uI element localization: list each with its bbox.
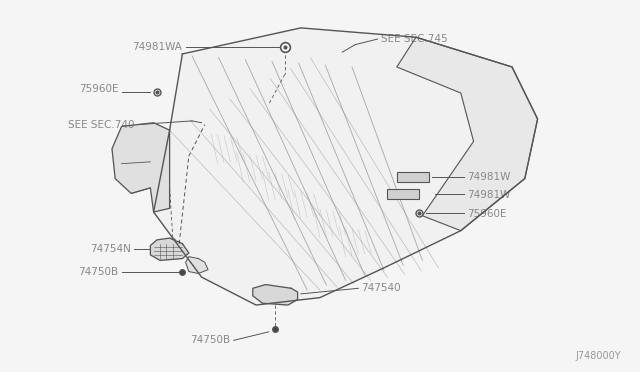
Polygon shape xyxy=(112,123,170,212)
Polygon shape xyxy=(186,257,208,273)
Polygon shape xyxy=(150,238,189,260)
Text: 75960E: 75960E xyxy=(467,209,507,219)
Polygon shape xyxy=(154,28,538,305)
Text: SEE SEC.745: SEE SEC.745 xyxy=(381,34,447,44)
Bar xyxy=(387,189,419,199)
Text: 747540: 747540 xyxy=(362,283,401,293)
Text: 75960E: 75960E xyxy=(79,84,118,94)
Text: SEE SEC.740: SEE SEC.740 xyxy=(68,120,134,129)
Text: 74750B: 74750B xyxy=(78,267,118,276)
Bar xyxy=(397,172,429,182)
Text: 74981WA: 74981WA xyxy=(132,42,182,51)
Text: 74981W: 74981W xyxy=(467,190,511,200)
Text: 74754N: 74754N xyxy=(90,244,131,254)
Text: J748000Y: J748000Y xyxy=(575,351,621,361)
Text: 74750B: 74750B xyxy=(190,336,230,345)
Text: 74981W: 74981W xyxy=(467,172,511,182)
Polygon shape xyxy=(397,37,538,231)
Polygon shape xyxy=(253,285,298,305)
